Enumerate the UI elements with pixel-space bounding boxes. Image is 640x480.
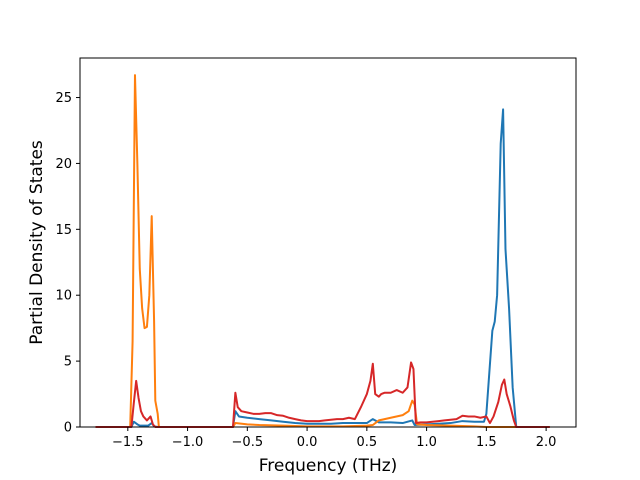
x-tick-label: 0.5 (356, 435, 377, 450)
series-line-1 (95, 108, 550, 428)
x-axis-label: Frequency (THz) (259, 456, 398, 476)
y-tick-label: 10 (55, 289, 72, 304)
x-tick-label: −1.5 (112, 435, 144, 450)
plot-frame (79, 57, 577, 428)
y-tick-label: 20 (55, 157, 72, 172)
x-tick-label: 2.0 (536, 435, 557, 450)
y-axis-label: Partial Density of States (27, 140, 47, 345)
y-tick-label: 0 (64, 421, 72, 436)
y-axis: 0 5 10 15 20 25 (55, 91, 80, 436)
x-tick-label: 1.0 (416, 435, 437, 450)
y-tick-label: 15 (55, 223, 72, 238)
series-layer (95, 74, 550, 428)
x-tick-label: −1.0 (172, 435, 204, 450)
y-tick-label: 25 (55, 91, 72, 106)
x-tick-label: 1.5 (476, 435, 497, 450)
x-axis: −1.5 −1.0 −0.5 0.0 0.5 1.0 1.5 2.0 (112, 427, 556, 450)
series-line-3 (95, 361, 550, 428)
x-tick-label: 0.0 (297, 435, 318, 450)
y-tick-label: 5 (64, 355, 72, 370)
series-line-2 (95, 74, 550, 428)
x-tick-label: −0.5 (232, 435, 264, 450)
